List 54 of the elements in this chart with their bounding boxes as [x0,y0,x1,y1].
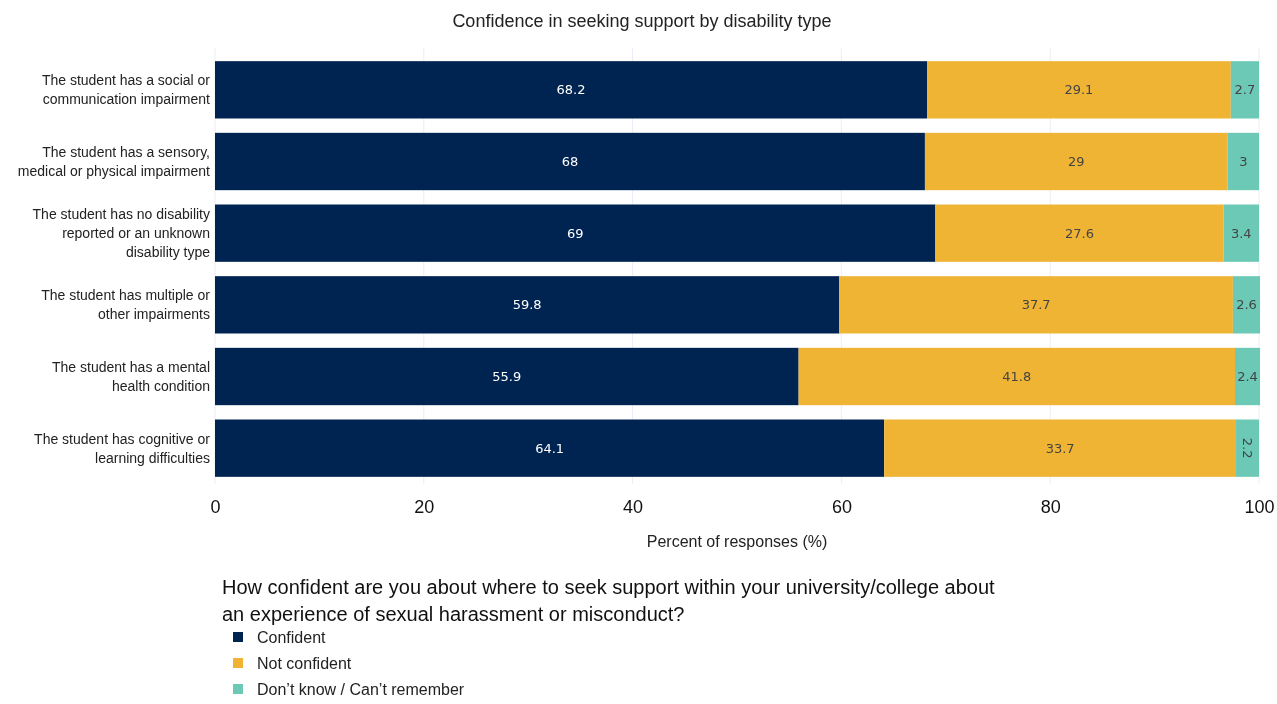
y-tick-label: The student has cognitive or learning difficulties [34,430,211,466]
x-tick-label: 80 [1040,496,1061,517]
data-label: 2.7 [1234,82,1256,98]
data-label: 29 [1068,154,1085,169]
data-label: 2.6 [1236,297,1257,313]
data-label: 33.7 [1045,440,1075,456]
bar [935,204,1224,262]
x-axis-title: Percent of responses (%) [646,533,828,550]
legend-label: Don’t know / Can’t remember [257,681,465,698]
bar [1230,61,1259,119]
data-label: 3 [1239,154,1248,169]
bar [1236,419,1259,477]
data-label: 64.1 [535,440,565,456]
data-label: 69 [566,225,584,241]
data-label: 3.4 [1230,225,1252,241]
bar [1227,132,1259,191]
bar [1234,347,1261,406]
bar [215,276,840,334]
x-tick-label: 100 [1244,496,1275,517]
data-label: 59.8 [512,297,542,313]
chart-title: Confidence in seeking support by disability type [452,11,832,31]
bar [215,132,925,191]
bar [884,419,1237,477]
x-tick-label: 40 [623,496,644,517]
data-label: 27.6 [1064,225,1094,241]
data-label: 2.4 [1237,369,1258,384]
data-label: 41.8 [1002,369,1032,384]
data-label: 68 [561,154,579,169]
bar [839,276,1233,334]
bar [1223,204,1259,262]
data-label: 55.9 [492,369,522,384]
x-tick-label: 0 [210,496,221,517]
bar [924,132,1228,191]
bar [798,347,1235,406]
legend-title: How confident are you about where to seek support within your university/college about an experience of sexual harassment or misconduct? [222,576,996,625]
bar [927,61,1231,119]
data-label: 37.7 [1021,297,1051,313]
y-tick-label: The student has a sensory, medical or physical impairment [17,144,211,179]
x-tick-label: 60 [831,496,852,517]
y-tick-label: The student has no disability reported or an unknown disability type [32,206,211,261]
legend-label: Not confident [257,655,352,672]
data-label: 68.2 [556,82,586,98]
bar [215,61,928,119]
x-tick-label: 20 [414,496,435,517]
bar [215,419,885,477]
data-label: 2.2 [1240,437,1256,459]
data-label: 29.1 [1064,82,1094,98]
bar [215,204,936,262]
legend-label: Confident [257,629,327,646]
bar [215,347,799,406]
bar [1232,276,1261,334]
y-tick-label: The student has a social or communication impairment [41,72,211,108]
y-tick-label: The student has a mental health condition [52,359,210,394]
y-tick-label: The student has multiple or other impairments [41,287,211,323]
